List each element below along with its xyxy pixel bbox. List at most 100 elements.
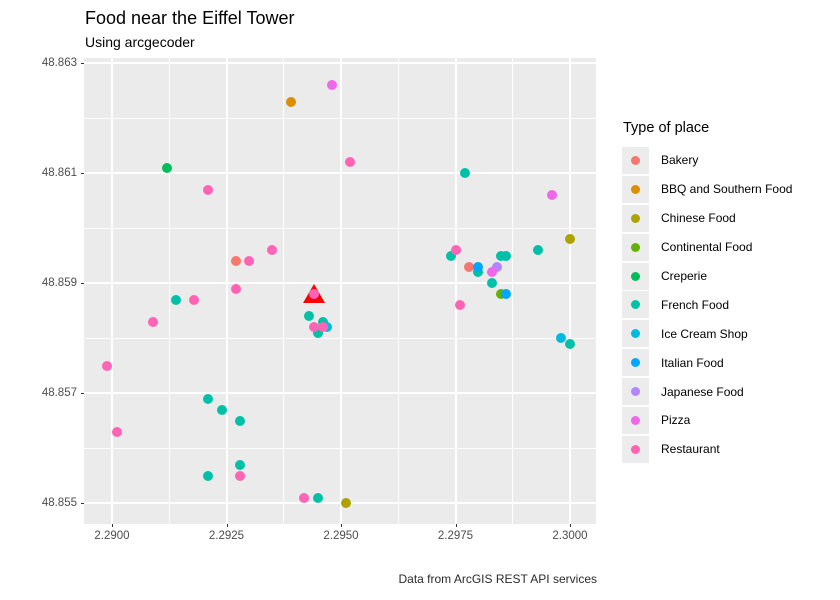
legend-label: Italian Food xyxy=(661,355,724,370)
data-point-restaurant xyxy=(455,300,466,310)
x-major-gridline xyxy=(225,58,228,524)
data-point-restaurant xyxy=(299,492,310,503)
y-axis-tick xyxy=(81,393,84,394)
legend: Type of place Bakery BBQ and Southern Foo… xyxy=(622,120,792,464)
data-point-italian-food xyxy=(473,261,484,272)
data-point-restaurant xyxy=(244,256,255,266)
data-point-french-food xyxy=(313,327,324,338)
legend-key xyxy=(622,291,649,319)
y-axis-tick xyxy=(81,283,84,284)
data-point-restaurant xyxy=(235,470,246,481)
legend-label: Continental Food xyxy=(661,240,753,255)
y-tick-label: 48.863 xyxy=(41,57,77,69)
legend-swatch-french-food xyxy=(631,300,640,310)
data-point-french-food xyxy=(565,338,575,349)
legend-swatch-pizza xyxy=(631,415,640,425)
legend-swatch-japanese-food xyxy=(631,387,640,397)
legend-swatch-bbq-and-southern-food xyxy=(631,184,640,194)
data-point-restaurant xyxy=(102,360,113,371)
y-tick-label: 48.861 xyxy=(41,167,77,179)
data-point-french-food xyxy=(203,470,214,481)
y-axis-tick xyxy=(81,173,84,174)
data-point-restaurant xyxy=(450,245,461,255)
data-point-restaurant xyxy=(189,294,200,305)
data-point-french-food xyxy=(235,459,246,470)
x-axis-tick xyxy=(570,524,571,527)
legend-swatch-bakery xyxy=(631,155,640,165)
legend-item: Creperie xyxy=(622,262,792,291)
legend-swatch-restaurant xyxy=(631,444,640,454)
chart-caption: Data from ArcGIS REST API services xyxy=(398,572,597,586)
x-tick-label: 2.2975 xyxy=(437,530,474,542)
legend-swatch-ice-cream-shop xyxy=(631,329,640,339)
x-tick-label: 2.3000 xyxy=(552,530,588,542)
data-point-restaurant xyxy=(203,184,214,195)
legend-key xyxy=(622,435,649,463)
legend-swatch-italian-food xyxy=(631,358,640,368)
legend-key xyxy=(622,175,649,203)
data-point-pizza xyxy=(546,190,557,200)
data-point-restaurant xyxy=(308,322,319,332)
y-major-gridline xyxy=(84,172,596,174)
y-major-gridline xyxy=(84,392,596,394)
legend-key xyxy=(622,233,649,261)
y-tick-label: 48.857 xyxy=(41,387,77,399)
x-tick-label: 2.2900 xyxy=(94,530,130,542)
legend-item: Ice Cream Shop xyxy=(622,319,792,348)
x-axis-tick xyxy=(455,524,457,527)
data-point-restaurant xyxy=(230,283,241,294)
data-point-pizza xyxy=(326,80,337,90)
x-major-gridline xyxy=(111,58,113,524)
legend-item: Restaurant xyxy=(622,435,792,464)
data-point-french-food xyxy=(303,311,314,321)
legend-key xyxy=(622,349,649,377)
data-point-japanese-food xyxy=(491,261,502,272)
chart-subtitle: Using arcgecoder xyxy=(85,34,195,50)
plot-panel xyxy=(84,58,596,524)
legend-item: Chinese Food xyxy=(622,204,792,233)
data-point-creperie xyxy=(161,162,172,173)
data-point-bakery xyxy=(464,261,475,272)
legend-label: Pizza xyxy=(661,413,691,428)
data-point-french-food xyxy=(459,168,470,178)
legend-item: Pizza xyxy=(622,406,792,435)
data-point-french-food xyxy=(532,245,543,255)
data-point-pizza xyxy=(487,267,498,277)
legend-label: Ice Cream Shop xyxy=(661,326,748,341)
data-point-french-food xyxy=(216,404,227,415)
legend-label: Chinese Food xyxy=(661,211,736,226)
y-tick-label: 48.859 xyxy=(41,277,77,289)
legend-label: Japanese Food xyxy=(661,384,744,399)
x-minor-gridline xyxy=(512,58,514,524)
x-axis-tick xyxy=(112,524,113,527)
data-point-restaurant xyxy=(267,245,278,255)
legend-item: French Food xyxy=(622,290,792,319)
x-minor-gridline xyxy=(283,58,285,524)
x-major-gridline xyxy=(569,58,571,524)
legend-swatch-chinese-food xyxy=(631,213,640,223)
legend-key xyxy=(622,146,649,174)
y-axis-tick xyxy=(81,63,84,64)
x-major-gridline xyxy=(340,58,342,524)
data-point-french-food xyxy=(445,250,456,261)
legend-key xyxy=(622,320,649,348)
legend-key xyxy=(622,378,649,406)
data-point-french-food xyxy=(317,316,328,327)
legend-item: Japanese Food xyxy=(622,377,792,406)
data-point-restaurant xyxy=(345,157,356,167)
x-minor-gridline xyxy=(397,58,399,524)
legend-item: BBQ and Southern Food xyxy=(622,175,792,204)
data-point-bakery xyxy=(230,256,241,266)
legend-key xyxy=(622,406,649,434)
legend-item: Continental Food xyxy=(622,233,792,262)
legend-key xyxy=(622,204,649,232)
data-point-french-food xyxy=(313,492,324,503)
data-point-french-food xyxy=(487,278,498,288)
legend-label: Restaurant xyxy=(661,442,720,457)
legend-item: Italian Food xyxy=(622,348,792,377)
legend-swatch-creperie xyxy=(631,271,640,281)
data-point-chinese-food xyxy=(340,498,351,508)
data-point-restaurant xyxy=(317,322,328,332)
legend-key xyxy=(622,262,649,290)
data-point-ice-cream-shop xyxy=(555,333,566,343)
